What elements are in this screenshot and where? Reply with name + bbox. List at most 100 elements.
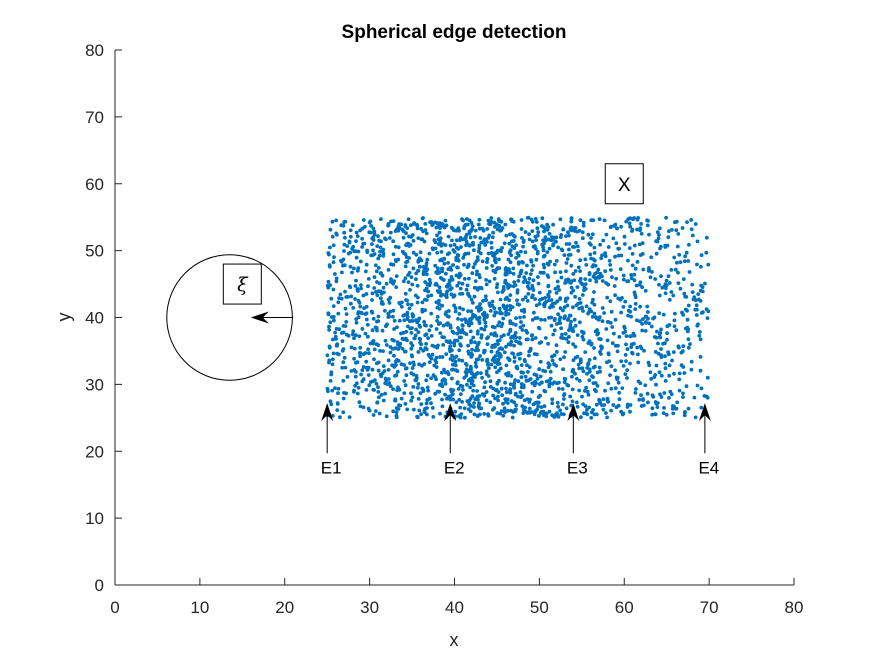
data-point — [650, 393, 655, 398]
data-point — [661, 312, 666, 317]
data-point — [493, 224, 497, 229]
data-point — [416, 236, 421, 241]
data-point — [685, 220, 689, 225]
data-point — [377, 253, 382, 258]
data-point — [580, 366, 585, 371]
data-point — [695, 307, 699, 312]
data-point — [344, 332, 349, 337]
data-point — [544, 411, 549, 416]
data-point — [393, 397, 398, 402]
data-point — [587, 339, 592, 344]
data-point — [645, 223, 650, 228]
data-point — [433, 263, 438, 268]
y-tick-label: 20 — [85, 442, 104, 461]
data-point — [394, 285, 399, 290]
data-point — [469, 355, 474, 359]
data-point — [349, 294, 354, 299]
data-point — [529, 217, 534, 222]
data-point — [530, 337, 535, 342]
data-point — [395, 227, 399, 232]
data-point — [469, 370, 474, 374]
data-point — [340, 348, 345, 353]
data-point — [560, 332, 564, 337]
data-point — [426, 336, 430, 340]
data-point — [491, 268, 496, 273]
data-point — [558, 235, 563, 240]
data-point — [455, 253, 460, 257]
data-point — [598, 242, 602, 247]
data-point — [449, 292, 454, 297]
data-point — [575, 244, 580, 249]
data-point — [558, 270, 563, 274]
data-point — [552, 328, 557, 333]
data-point — [361, 218, 366, 222]
data-point — [477, 321, 482, 325]
data-point — [667, 363, 672, 368]
data-point — [516, 340, 521, 345]
data-point — [552, 415, 557, 419]
data-point — [354, 370, 358, 374]
data-point — [476, 329, 480, 334]
data-point — [460, 281, 465, 286]
data-point — [415, 320, 419, 325]
data-point — [593, 381, 598, 385]
data-point — [588, 278, 592, 283]
data-point — [625, 368, 630, 372]
data-point — [669, 268, 674, 272]
data-point — [527, 232, 531, 237]
data-point — [506, 257, 511, 262]
data-point — [416, 330, 421, 335]
data-point — [578, 320, 582, 325]
data-point — [516, 279, 521, 283]
data-point — [606, 245, 611, 249]
data-point — [377, 395, 381, 400]
data-point — [465, 399, 470, 404]
data-point — [341, 396, 346, 401]
data-point — [471, 388, 475, 393]
data-point — [512, 384, 516, 389]
data-point — [639, 231, 644, 236]
data-point — [505, 295, 509, 300]
data-point — [530, 295, 534, 300]
data-point — [698, 355, 703, 359]
data-point — [600, 319, 605, 324]
data-point — [587, 378, 592, 383]
data-point — [503, 222, 508, 227]
data-point — [677, 252, 682, 257]
data-point — [444, 339, 449, 343]
data-point — [655, 329, 659, 334]
data-point — [613, 317, 618, 322]
data-point — [615, 377, 619, 382]
data-point — [416, 397, 421, 401]
data-point — [479, 335, 484, 340]
data-point — [443, 392, 447, 397]
data-point — [573, 294, 577, 299]
data-point — [376, 256, 381, 261]
data-point — [425, 385, 430, 390]
data-point — [351, 329, 356, 334]
data-point — [477, 315, 482, 320]
data-point — [384, 281, 389, 286]
data-point — [547, 382, 552, 387]
data-point — [656, 341, 660, 346]
data-point — [658, 334, 662, 339]
data-point — [457, 358, 461, 362]
data-point — [482, 238, 486, 243]
data-point — [583, 350, 588, 354]
data-point — [417, 362, 421, 367]
data-point — [413, 333, 418, 338]
data-point — [585, 371, 589, 376]
data-point — [502, 406, 507, 411]
data-point — [633, 301, 638, 306]
data-point — [639, 393, 643, 397]
y-tick-label: 70 — [85, 108, 104, 127]
data-point — [531, 263, 535, 268]
data-point — [531, 278, 536, 283]
data-point — [361, 405, 366, 410]
data-point — [356, 298, 361, 303]
data-point — [466, 349, 471, 354]
data-point — [479, 371, 483, 375]
data-point — [495, 411, 500, 416]
data-point — [655, 401, 660, 405]
data-point — [618, 267, 623, 271]
